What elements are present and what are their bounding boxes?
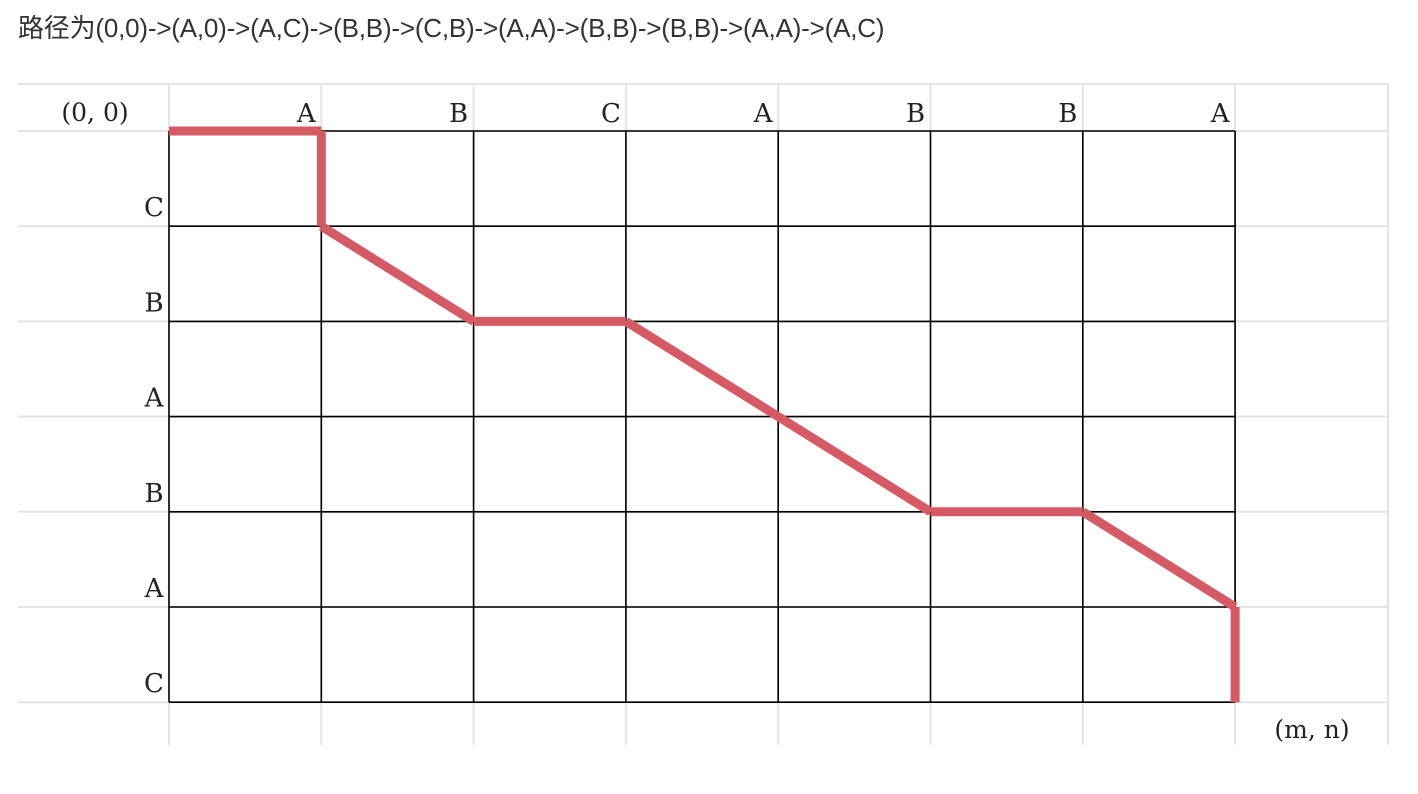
column-label: A <box>296 99 317 129</box>
path-segment <box>1080 507 1238 611</box>
grid-labels: (0, 0) (m, n) A B C A B B A C B A B A C <box>61 98 1349 744</box>
row-label: A <box>144 384 165 414</box>
grid-lines <box>168 130 1236 704</box>
path-description-heading: 路径为(0,0)->(A,0)->(A,C)->(B,B)->(C,B)->(A… <box>18 13 885 43</box>
path-segment <box>318 222 476 326</box>
path-segment <box>623 317 781 421</box>
row-label: B <box>144 479 163 509</box>
row-label: B <box>144 288 163 318</box>
origin-label: (0, 0) <box>61 98 128 127</box>
alignment-path <box>169 126 1240 703</box>
row-label: C <box>144 193 164 223</box>
column-label: B <box>906 99 925 129</box>
end-label: (m, n) <box>1274 715 1349 744</box>
column-label: C <box>601 99 621 129</box>
path-segment <box>775 412 933 516</box>
row-label: C <box>144 669 164 699</box>
column-label: A <box>753 99 774 129</box>
row-label: A <box>144 574 165 604</box>
column-label: B <box>449 99 468 129</box>
column-label: A <box>1210 99 1231 129</box>
spreadsheet-background-lines <box>18 83 1389 745</box>
column-label: B <box>1058 99 1077 129</box>
